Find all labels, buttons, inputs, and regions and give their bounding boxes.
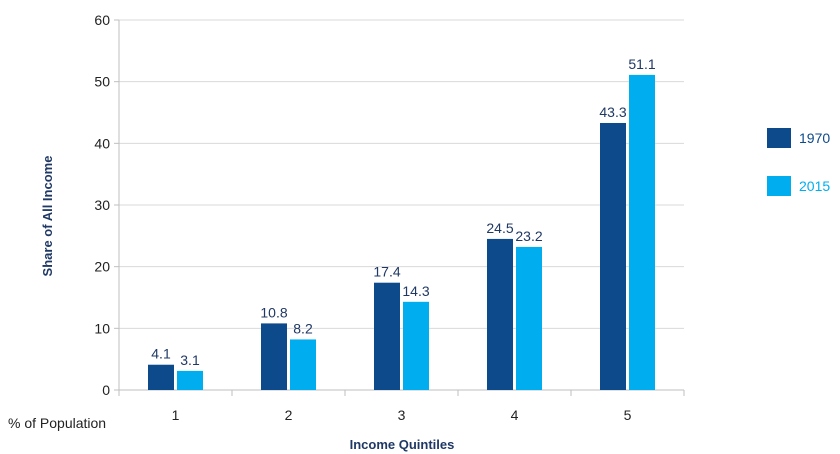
x-tick-label: 1	[172, 407, 180, 423]
y-tick-label: 30	[94, 197, 110, 213]
y-tick-label: 50	[94, 74, 110, 90]
bar-2015-q5	[629, 74, 655, 390]
x-tick-label: 4	[511, 407, 519, 423]
legend-label-1970: 1970	[799, 130, 830, 146]
data-label: 3.1	[180, 352, 200, 368]
bar-2015-q3	[403, 301, 429, 390]
data-label: 4.1	[151, 346, 171, 362]
data-label: 10.8	[260, 304, 287, 320]
y-tick-label: 0	[102, 382, 110, 398]
data-label: 8.2	[293, 320, 313, 336]
bar-1970-q3	[374, 282, 400, 390]
y-tick-label: 20	[94, 259, 110, 275]
y-tick-label: 40	[94, 135, 110, 151]
legend-swatch-2015	[767, 176, 791, 196]
legend-swatch-1970	[767, 128, 791, 148]
population-axis-label: % of Population	[8, 415, 106, 431]
bar-1970-q2	[261, 323, 287, 390]
bars	[148, 74, 655, 390]
data-label: 43.3	[599, 104, 626, 120]
data-label: 51.1	[628, 56, 655, 72]
bar-2015-q1	[177, 370, 203, 390]
gridlines	[119, 19, 684, 329]
data-label: 24.5	[486, 220, 513, 236]
bar-2015-q2	[290, 339, 316, 390]
legend: 1970 2015	[767, 128, 830, 196]
x-tick-label: 2	[285, 407, 293, 423]
y-tick-label: 60	[94, 12, 110, 28]
data-label: 17.4	[373, 264, 400, 280]
data-labels: 4.1 3.1 10.8 8.2 17.414.3 24.523.2 43.3 51.1	[151, 56, 656, 368]
data-label: 14.3	[402, 283, 429, 299]
bar-1970-q1	[148, 364, 174, 390]
bar-1970-q5	[600, 122, 626, 390]
legend-label-2015: 2015	[799, 178, 830, 194]
data-label: 23.2	[515, 228, 542, 244]
y-tick-label: 10	[94, 320, 110, 336]
bar-1970-q4	[487, 238, 513, 390]
bar-2015-q4	[516, 246, 542, 390]
y-axis-title: Share of All Income	[40, 156, 55, 277]
x-axis-title: Income Quintiles	[350, 437, 455, 452]
axes: 0 10 20 30 40 50 60 1 2 3 4 5	[94, 12, 685, 423]
x-tick-label: 5	[624, 407, 632, 423]
x-tick-label: 3	[398, 407, 406, 423]
